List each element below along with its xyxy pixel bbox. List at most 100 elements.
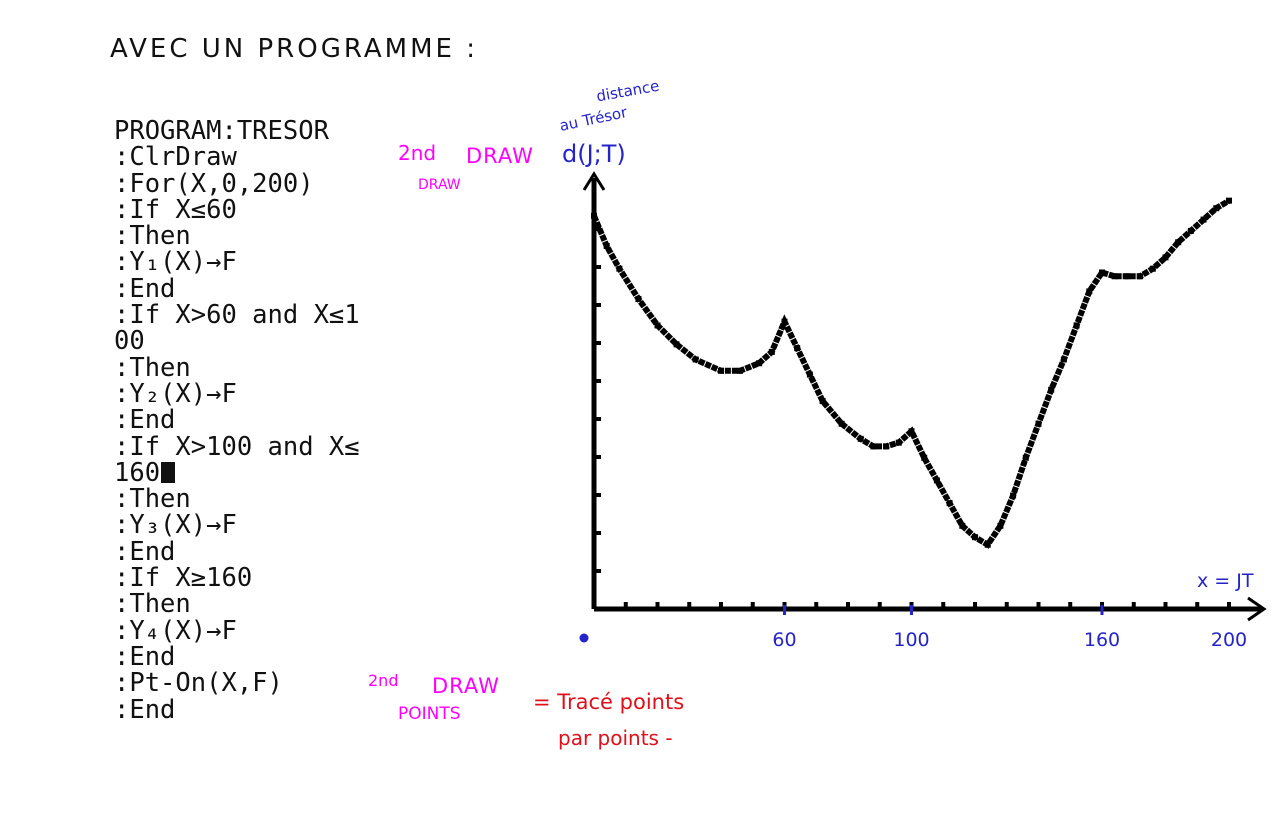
pton-note-points: POINTS [398, 704, 461, 724]
program-line: 160 [114, 460, 360, 486]
data-point [870, 443, 877, 450]
y-axis-label: d(J;T) [562, 140, 626, 168]
data-point [781, 318, 788, 325]
program-line: :End [114, 273, 176, 304]
data-point [794, 345, 801, 352]
data-point [673, 341, 680, 348]
trace-note-line2: par points - [558, 726, 673, 750]
x-axis-minor-tick [1131, 602, 1136, 607]
pton-note-draw: DRAW [432, 674, 500, 698]
x-axis-minor-tick [782, 602, 787, 607]
x-axis-minor-tick [1068, 602, 1073, 607]
x-axis-minor-tick [655, 602, 660, 607]
x-axis-minor-tick [1004, 602, 1009, 607]
x-axis-minor-tick [1227, 602, 1231, 607]
data-point [591, 212, 597, 219]
clrdraw-note-draw-2: DRAW [418, 177, 461, 193]
data-point [895, 439, 902, 446]
data-point [1086, 288, 1093, 295]
program-line: :End [114, 694, 176, 725]
x-axis-minor-tick [623, 602, 628, 607]
data-point [908, 428, 915, 435]
data-point [768, 348, 775, 355]
x-axis-minor-tick [1163, 602, 1168, 607]
program-line: :End [114, 641, 176, 672]
data-point [972, 534, 978, 541]
program-line: :If X>100 and X≤ [114, 431, 360, 462]
y-axis-minor-tick [596, 227, 601, 231]
data-point [1111, 273, 1118, 280]
data-point [883, 443, 890, 450]
data-point [946, 500, 953, 507]
data-point [1213, 205, 1220, 212]
page-heading: AVEC UN PROGRAMME : [110, 34, 478, 64]
program-line: :Y₄(X)→F [114, 615, 237, 646]
data-point [1099, 269, 1105, 276]
x-axis-minor-tick [846, 602, 850, 607]
plotted-points-curve [591, 198, 1231, 549]
pton-note-2nd: 2nd [368, 671, 399, 690]
data-point [737, 367, 744, 374]
data-point [692, 356, 699, 363]
program-line: :If X≥160 [114, 563, 253, 594]
program-line: :Then [114, 484, 191, 515]
data-point [1175, 239, 1182, 246]
x-axis-minor-tick [973, 602, 977, 607]
y-axis-minor-tick [596, 417, 601, 421]
program-line: :If X>60 and X≤1 [114, 300, 360, 331]
x-axis-arrow [1247, 596, 1267, 622]
y-axis-minor-tick [596, 379, 601, 383]
x-tick-label: 100 [893, 629, 929, 651]
origin-dot [579, 633, 589, 643]
x-axis-label: x = JT [1197, 570, 1254, 592]
x-tick-label: 200 [1211, 629, 1247, 651]
program-line: :Then [114, 589, 191, 620]
y-axis-minor-tick [596, 303, 601, 307]
y-axis-minor-tick [596, 455, 601, 459]
data-point [1048, 386, 1055, 393]
text-cursor [161, 461, 176, 483]
x-tick-label: 60 [772, 629, 796, 651]
data-point [1022, 454, 1029, 461]
program-line: :End [114, 405, 176, 436]
program-line: :For(X,0,200) [114, 168, 314, 199]
data-point [718, 367, 724, 374]
data-point [1124, 273, 1131, 280]
data-point [1226, 197, 1232, 204]
y-axis-minor-tick [596, 569, 601, 573]
data-point [997, 522, 1004, 529]
program-line: :ClrDraw [114, 142, 237, 173]
data-point [603, 243, 610, 250]
y-axis-minor-tick [596, 265, 601, 269]
data-point [1073, 322, 1080, 329]
program-listing: PROGRAM:TRESOR:ClrDraw:For(X,0,200):If X… [114, 118, 360, 723]
data-point [857, 435, 864, 442]
data-point [1137, 273, 1144, 280]
x-tick-label: 160 [1084, 629, 1120, 651]
x-axis-minor-tick [941, 602, 946, 607]
program-line: 00 [114, 326, 145, 357]
y-axis-minor-tick [596, 341, 601, 345]
data-point [819, 398, 826, 405]
x-axis-minor-tick [1195, 602, 1200, 607]
x-axis-minor-tick [719, 602, 723, 607]
clrdraw-note-draw: DRAW [466, 144, 534, 168]
program-line: :Then [114, 352, 191, 383]
data-point [1187, 227, 1194, 234]
program-line: :Y₁(X)→F [114, 247, 237, 278]
data-point [933, 477, 940, 484]
data-point [806, 371, 813, 378]
trace-note-line1: = Tracé points [533, 690, 685, 714]
x-axis-minor-tick [877, 602, 882, 607]
x-axis-minor-tick [1036, 602, 1041, 607]
data-point [616, 265, 623, 272]
data-point [1162, 254, 1169, 261]
program-line: :Y₂(X)→F [114, 378, 237, 409]
data-point [654, 322, 661, 329]
program-line: :Then [114, 221, 191, 252]
x-axis-minor-tick [1100, 602, 1104, 607]
program-line: :Pt-On(X,F) [114, 668, 283, 699]
x-axis-minor-tick [750, 602, 755, 607]
data-point [1200, 216, 1207, 223]
data-point [921, 454, 928, 461]
